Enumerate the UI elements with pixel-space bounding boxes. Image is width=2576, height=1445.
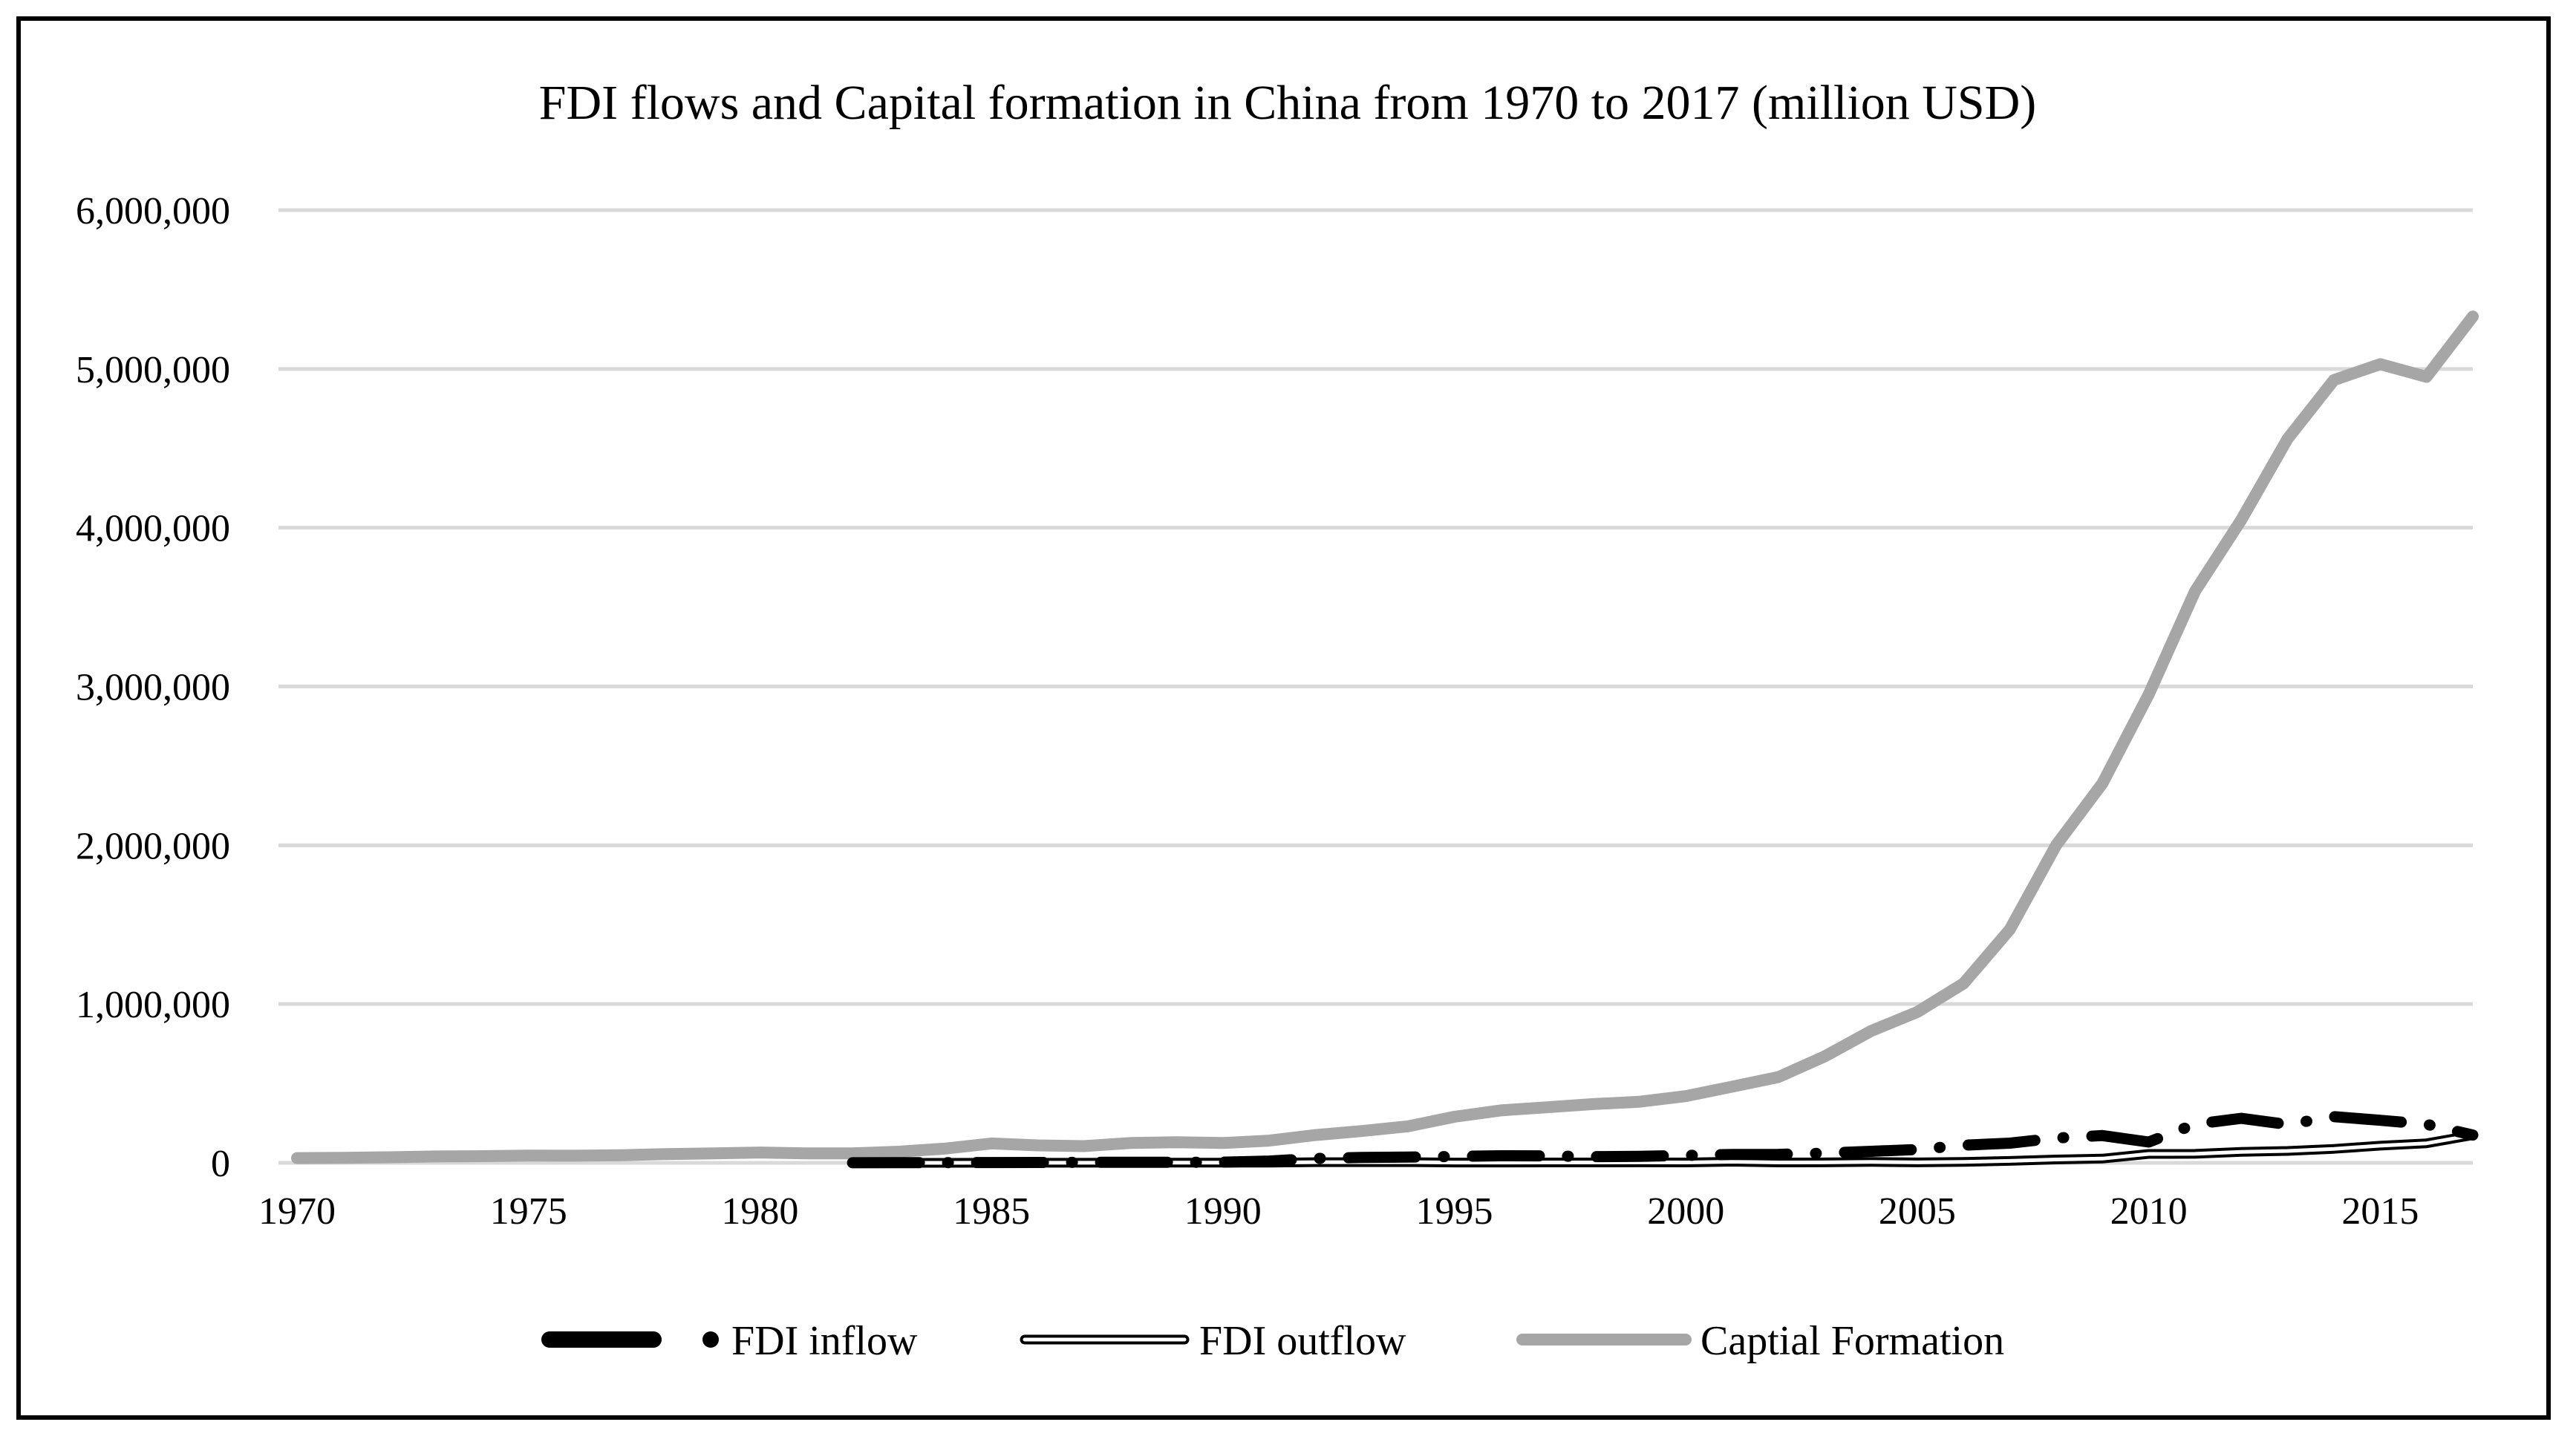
series-layer: [291, 310, 2479, 1169]
chart-frame: [16, 16, 2551, 1420]
legend-item: FDI inflow: [541, 1318, 918, 1364]
capital-formation-line: [291, 310, 2479, 1164]
y-axis-ticks: 0 1,000,000 2,000,000 3,000,000 4,000,000 5,0…: [76, 190, 230, 1185]
x-tick-label: 2015: [2341, 1190, 2419, 1233]
fdi-inflow-line: [847, 1111, 2479, 1169]
series-captial-formation: [291, 310, 2479, 1164]
legend-item: FDI outflow: [1020, 1318, 1406, 1364]
x-tick-label: 2005: [1879, 1190, 1956, 1233]
chart-title: FDI flows and Capital formation in China…: [539, 76, 2036, 130]
legend-label: Captial Formation: [1701, 1318, 2004, 1364]
x-tick-label: 1985: [953, 1190, 1030, 1233]
y-tick-label: 2,000,000: [76, 825, 230, 867]
y-tick-label: 0: [211, 1143, 230, 1185]
x-axis-ticks: 1970 1975 1980 1985 1990 1995 2000 2005 2010 2015: [258, 1190, 2419, 1233]
gridlines: [278, 208, 2473, 1165]
y-tick-label: 5,000,000: [76, 349, 230, 391]
legend-label: FDI inflow: [731, 1318, 918, 1364]
y-tick-label: 1,000,000: [76, 984, 230, 1026]
x-tick-label: 1990: [1184, 1190, 1262, 1233]
series-fdi-inflow: [847, 1111, 2479, 1169]
legend: FDI inflow FDI outflow Captial Formation: [541, 1318, 2004, 1364]
legend-swatch-dot: [702, 1331, 719, 1348]
y-tick-label: 6,000,000: [76, 190, 230, 232]
x-tick-label: 1995: [1416, 1190, 1493, 1233]
x-tick-label: 1970: [258, 1190, 336, 1233]
legend-label: FDI outflow: [1199, 1318, 1406, 1364]
x-tick-label: 1980: [721, 1190, 798, 1233]
x-tick-label: 2010: [2110, 1190, 2188, 1233]
y-tick-label: 3,000,000: [76, 667, 230, 709]
x-tick-label: 2000: [1647, 1190, 1724, 1233]
legend-item: Captial Formation: [1516, 1318, 2004, 1364]
x-tick-label: 1975: [490, 1190, 567, 1233]
y-tick-label: 4,000,000: [76, 508, 230, 550]
